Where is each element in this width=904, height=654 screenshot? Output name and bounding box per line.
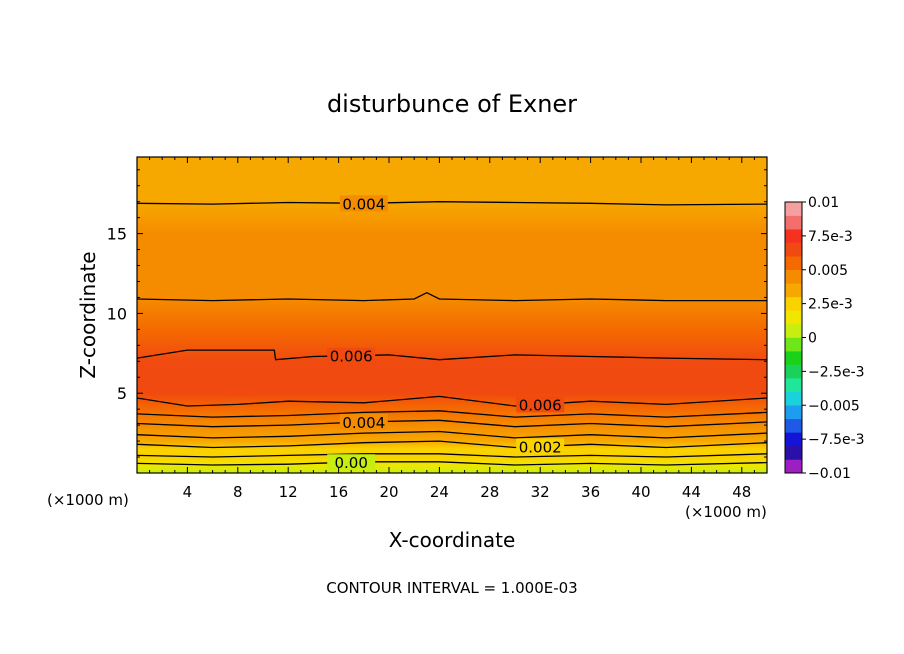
y-axis-ticks: 5 10 15 xyxy=(107,169,767,458)
x-tick-label: 40 xyxy=(631,483,650,501)
x-tick-label: 24 xyxy=(430,483,449,501)
colorbar-swatch xyxy=(785,351,802,365)
contour-label-bg xyxy=(327,347,376,364)
x-tick-label: 44 xyxy=(682,483,701,501)
contour-label: 0.002 xyxy=(519,438,562,456)
colorbar-swatch xyxy=(785,310,802,325)
plot-area: 0.004 0.006 0.006 0.004 0.002 0.00 xyxy=(136,156,768,474)
contour-line xyxy=(137,395,767,407)
x-tick-label: 4 xyxy=(183,483,193,501)
x-unit-right: (×1000 m) xyxy=(685,503,767,521)
x-axis-ticks: 4 8 12 16 20 24 28 32 36 40 44 48 xyxy=(149,157,755,501)
local-maxima xyxy=(200,372,725,396)
x-tick-label: 16 xyxy=(329,483,348,501)
colorbar-swatch xyxy=(785,202,802,216)
colorbar-label: 0 xyxy=(808,331,817,347)
x-tick-label: 8 xyxy=(233,483,243,501)
y-tick-label: 5 xyxy=(117,384,127,403)
colorbar-swatch xyxy=(785,242,802,257)
high-cell xyxy=(585,375,725,393)
colorbar-label: 0.01 xyxy=(808,195,839,211)
contour-line xyxy=(137,453,767,458)
x-unit-left: (×1000 m) xyxy=(47,491,129,509)
colorbar-swatch xyxy=(785,283,802,298)
contour-label: 0.006 xyxy=(330,348,373,366)
colorbar-label: −0.005 xyxy=(808,398,860,414)
contour-label: 0.004 xyxy=(342,195,385,213)
colorbar-label: −7.5e-3 xyxy=(808,432,865,448)
colorbar-swatch xyxy=(785,215,802,230)
colorbar-swatch xyxy=(785,364,802,379)
high-cell xyxy=(460,372,560,396)
colorbar-swatch xyxy=(785,432,802,447)
x-tick-label: 28 xyxy=(480,483,499,501)
y-axis-label: Z-coordinate xyxy=(76,251,100,378)
contour-label-bg xyxy=(516,396,565,413)
colorbar-swatch xyxy=(785,405,802,420)
contour-label: 0.004 xyxy=(342,414,385,432)
colorbar-label: −0.01 xyxy=(808,466,851,482)
x-tick-label: 48 xyxy=(732,483,751,501)
field-fill xyxy=(137,157,767,473)
colorbar-label: 2.5e-3 xyxy=(808,297,853,313)
contour-label: 0.00 xyxy=(334,454,367,472)
contour-labels: 0.004 0.006 0.006 0.004 0.002 0.00 xyxy=(327,195,565,472)
colorbar-swatch xyxy=(785,378,802,392)
x-tick-label: 12 xyxy=(279,483,298,501)
contour-label-bg xyxy=(339,195,388,212)
contour-line xyxy=(137,291,767,302)
chart-title: disturbunce of Exner xyxy=(327,90,577,118)
colorbar-swatch xyxy=(785,459,802,474)
contour-lines xyxy=(137,201,767,466)
x-axis-label: X-coordinate xyxy=(389,528,516,552)
contour-line xyxy=(137,419,767,428)
colorbar-swatch xyxy=(785,269,802,284)
contour-interval: CONTOUR INTERVAL = 1.000E-03 xyxy=(326,579,577,597)
high-cell xyxy=(368,377,384,387)
colorbar-swatch xyxy=(785,296,802,311)
x-tick-label: 20 xyxy=(379,483,398,501)
contour-line xyxy=(137,440,767,449)
contour-line xyxy=(137,410,767,418)
colorbar-swatch xyxy=(785,323,802,338)
colorbar-swatch xyxy=(785,445,802,460)
x-tick-label: 36 xyxy=(581,483,600,501)
contour-label-bg xyxy=(327,454,376,471)
colorbar-swatch xyxy=(785,391,802,406)
colorbar-swatch xyxy=(785,418,802,433)
high-cell xyxy=(200,372,276,396)
contour-label-bg xyxy=(516,438,565,455)
colorbar-swatch xyxy=(785,256,802,271)
contour-label: 0.006 xyxy=(519,396,562,414)
x-tick-label: 32 xyxy=(531,483,550,501)
y-tick-label: 10 xyxy=(107,304,127,323)
contour-line xyxy=(137,349,767,361)
y-tick-label: 15 xyxy=(107,225,127,244)
colorbar-label: −2.5e-3 xyxy=(808,364,865,380)
colorbar-swatch xyxy=(785,337,802,352)
colorbar-swatch xyxy=(785,229,802,243)
colorbar-label: 0.005 xyxy=(808,263,848,279)
contour-line xyxy=(137,201,767,206)
contour-label-bg xyxy=(339,413,388,430)
contour-line xyxy=(137,430,767,439)
colorbar-label: 7.5e-3 xyxy=(808,229,853,245)
colorbar: 0.01 7.5e-3 0.005 2.5e-3 0 −2.5e-3 −0.005 −7.5e… xyxy=(784,195,865,482)
contour-line xyxy=(137,461,767,466)
